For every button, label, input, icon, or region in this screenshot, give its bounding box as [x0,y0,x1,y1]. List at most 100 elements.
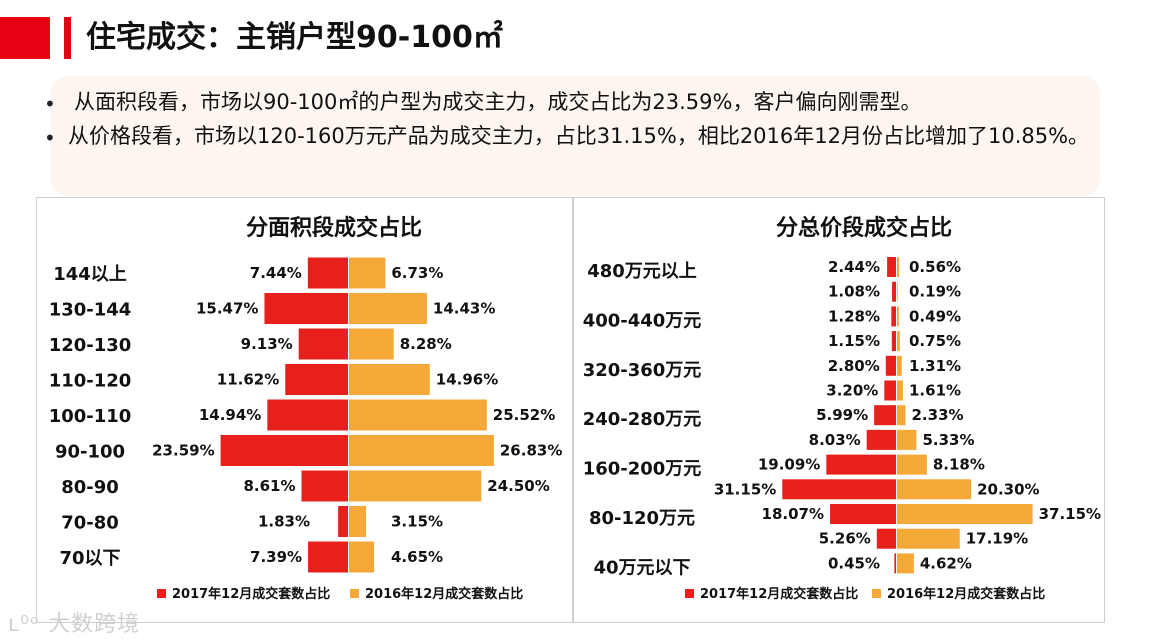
data-label-2017: 1.83% [258,513,310,531]
category-label: 160-200万元 [583,459,702,480]
bar-2016 [897,479,972,500]
bar-2017 [887,257,896,277]
bar-2017 [884,380,896,401]
data-label-2017: 3.20% [826,382,878,400]
legend-swatch-2017 [685,589,694,598]
data-label-2017: 1.28% [828,307,880,325]
bar-2017 [894,553,896,574]
bar-2017 [267,399,348,431]
legend-label-2017: 2017年12月成交套数占比 [700,586,858,602]
bar-2016 [349,506,367,537]
category-label: 100-110 [49,406,132,427]
watermark-logo-icon: ʟ⁰ᵒ [8,612,41,637]
category-label: 320-360万元 [583,360,702,381]
category-label: 110-120 [49,371,132,392]
category-label: 130-144 [49,300,132,321]
bar-2016 [897,306,899,327]
price-chart: 分总价段成交占比 2.44% 0.56% 480万元以上 1.08% 0.19% 1.28%… [583,215,1101,602]
summary-bullet-2: 从价格段看，市场以120-160万元产品为成交主力，占比31.15%，相比201… [68,124,1090,148]
bar-2017 [826,454,896,475]
bar-2016 [897,528,960,549]
category-label: 240-280万元 [583,409,702,430]
bar-2016 [897,331,900,352]
data-label-2017: 8.03% [809,431,861,449]
data-label-2016: 24.50% [487,477,549,495]
header-red-block [0,17,50,59]
bar-2016 [897,380,903,401]
bar-2017 [891,331,896,352]
legend-label-2016: 2016年12月成交套数占比 [365,586,523,602]
category-label: 40万元以下 [593,557,690,578]
bar-2016 [349,470,482,502]
bar-2016 [897,454,927,475]
watermark: ʟ⁰ᵒ 大数跨境 [8,606,140,638]
category-label: 80-90 [61,477,119,498]
bar-2017 [876,528,896,549]
bar-2016 [897,429,917,450]
chart-title: 分总价段成交占比 [776,215,952,241]
data-label-2017: 14.94% [199,406,261,424]
chart-title: 分面积段成交占比 [246,215,422,241]
bar-2017 [301,470,348,502]
bar-2016 [349,257,386,289]
data-label-2016: 17.19% [966,530,1028,548]
data-label-2016: 0.75% [909,332,961,350]
bar-2017 [298,328,348,360]
area-chart-panel: 分面积段成交占比 7.44% 6.73% 144以上 15.47% 14.43% 130-1… [36,197,573,623]
category-label: 90-100 [55,442,125,463]
bullet-dot: • [44,92,56,116]
bar-2017 [874,405,896,426]
data-label-2016: 4.62% [920,554,972,572]
data-label-2017: 5.99% [816,406,868,424]
page-title: 住宅成交：主销户型90-100㎡ [86,20,503,55]
watermark-text: 大数跨境 [48,612,141,637]
data-label-2017: 31.15% [714,480,776,498]
category-label: 70-80 [61,513,119,534]
bar-2016 [349,328,394,360]
bar-2017 [264,293,348,324]
data-label-2017: 23.59% [152,442,214,460]
bar-2017 [285,364,348,395]
data-label-2017: 19.09% [758,456,820,474]
bar-2016 [897,257,900,277]
data-label-2017: 2.44% [828,258,880,276]
bar-2016 [897,553,914,574]
data-label-2016: 0.49% [909,307,961,325]
data-label-2016: 2.33% [912,406,964,424]
category-label: 70以下 [59,548,120,569]
data-label-2017: 18.07% [762,505,824,523]
bar-2016 [349,399,487,431]
header-red-bar [64,17,71,59]
data-label-2017: 0.45% [828,554,880,572]
data-label-2016: 8.28% [400,335,452,353]
data-label-2016: 4.65% [391,548,443,566]
bar-2016 [897,355,902,376]
bullet-dot: • [44,126,56,150]
data-label-2017: 15.47% [196,300,258,318]
data-label-2016: 3.15% [391,513,443,531]
legend-label-2016: 2016年12月成交套数占比 [887,586,1045,602]
bar-2017 [220,435,348,466]
category-label: 120-130 [49,335,132,356]
area-chart: 分面积段成交占比 7.44% 6.73% 144以上 15.47% 14.43% 130-1… [49,215,563,602]
bar-2016 [349,293,427,324]
data-label-2016: 20.30% [977,480,1039,498]
bar-2017 [307,257,348,289]
summary-box [50,76,1100,196]
data-label-2017: 8.61% [243,477,295,495]
bar-2017 [892,281,896,302]
category-label: 400-440万元 [583,310,702,331]
bar-2017 [338,506,348,537]
legend-label-2017: 2017年12月成交套数占比 [172,586,330,602]
category-label: 480万元以上 [587,261,697,282]
legend-swatch-2017 [157,589,166,598]
category-label: 80-120万元 [589,508,695,529]
bar-2017 [308,541,348,573]
data-label-2017: 2.80% [828,357,880,375]
data-label-2016: 0.56% [909,258,961,276]
bar-2017 [885,355,896,376]
data-label-2016: 8.18% [933,456,985,474]
bar-2017 [866,429,896,450]
data-label-2016: 26.83% [500,442,562,460]
data-label-2016: 1.61% [909,382,961,400]
